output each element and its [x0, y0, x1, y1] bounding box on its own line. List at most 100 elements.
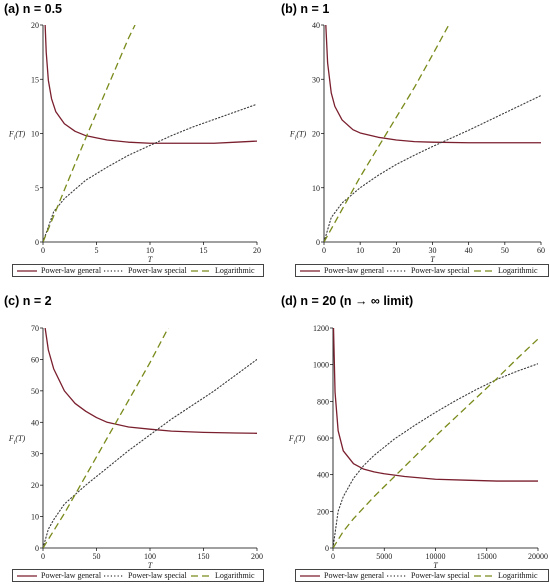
y-tick-label: 0	[316, 238, 320, 247]
legend-label: Power-law special	[411, 571, 470, 580]
x-tick-label: 10	[146, 246, 154, 255]
legend-swatch	[300, 270, 320, 272]
panel-a: (a) n = 0.5 0 5 10 15 20 0 5 10 15 20 T Fi(T) Power-…	[0, 0, 275, 292]
x-tick-label: 10000	[426, 552, 446, 561]
legend-label: Power-law general	[324, 571, 385, 580]
y-tick-label: 30	[312, 75, 320, 84]
y-tick-label: 200	[317, 507, 329, 516]
legend-swatch	[104, 270, 124, 272]
legend-label: Power-law special	[128, 266, 187, 275]
x-axis-label: T	[148, 255, 153, 264]
y-tick-label: 30	[31, 450, 39, 459]
plot-area: 0 10 20 30 40 50 60 0 10 20 30 40 T Fi(T)	[289, 21, 545, 264]
x-tick-label: 5000	[376, 552, 392, 561]
legend-swatch	[474, 575, 494, 577]
legend-label: Logarithmic	[215, 266, 255, 275]
y-tick-label: 20	[31, 21, 39, 30]
x-tick-label: 0	[41, 552, 45, 561]
x-tick-label: 200	[251, 552, 263, 561]
legend-swatch	[104, 575, 124, 577]
legend-swatch	[474, 270, 494, 272]
x-tick-label: 50	[501, 246, 509, 255]
legend-swatch	[300, 575, 320, 577]
y-tick-label: 10	[312, 184, 320, 193]
legend-swatch	[387, 575, 407, 577]
series-line-power-law-special	[324, 94, 541, 242]
panel-d: (d) n = 20 (n → ∞ limit) 0 5000 10000 15000…	[275, 292, 550, 585]
y-tick-label: 1000	[313, 361, 329, 370]
legend-label: Power-law special	[411, 266, 470, 275]
legend-swatch	[17, 270, 37, 272]
x-axis-label: T	[430, 255, 435, 264]
series-line-power-law-special	[43, 358, 257, 548]
x-tick-label: 150	[198, 552, 210, 561]
y-tick-label: 15	[31, 75, 39, 84]
legend-label: Power-law general	[324, 266, 385, 275]
x-tick-label: 10	[356, 246, 364, 255]
series-line-power-law-general	[325, 25, 541, 144]
y-tick-label: 40	[31, 418, 39, 427]
series-line-logarithmic	[43, 328, 169, 548]
legend-swatch	[387, 270, 407, 272]
series-line-power-law-general	[44, 25, 257, 144]
series-line-logarithmic	[333, 338, 538, 548]
legend: Power-law general Power-law special Logari…	[12, 569, 264, 582]
x-tick-label: 100	[144, 552, 156, 561]
y-tick-label: 10	[31, 130, 39, 139]
x-tick-label: 15	[200, 246, 208, 255]
y-tick-label: 50	[31, 387, 39, 396]
legend-swatch	[191, 575, 211, 577]
y-tick-label: 0	[35, 238, 39, 247]
legend-swatch	[191, 270, 211, 272]
series-line-logarithmic	[43, 25, 136, 242]
legend-label: Logarithmic	[498, 266, 538, 275]
panel-title: (c) n = 2	[4, 294, 52, 308]
legend-label: Logarithmic	[215, 571, 255, 580]
series-line-power-law-special	[43, 103, 257, 242]
panel-b: (b) n = 1 0 10 20 30 40 50 60 0 10 20 30 40 T Fi(T) Po…	[275, 0, 550, 292]
legend-swatch	[17, 575, 37, 577]
x-tick-label: 0	[41, 246, 45, 255]
x-tick-label: 50	[93, 552, 101, 561]
x-axis-label: T	[148, 561, 153, 570]
y-tick-label: 600	[317, 434, 329, 443]
y-tick-label: 20	[31, 481, 39, 490]
panel-title: (a) n = 0.5	[4, 2, 63, 16]
x-tick-label: 20	[392, 246, 400, 255]
plot-area: 0 5000 10000 15000 20000 0 200 400 600 800 1000 120…	[288, 324, 548, 570]
x-tick-label: 0	[331, 552, 335, 561]
y-tick-label: 0	[35, 544, 39, 553]
y-tick-label: 800	[317, 397, 329, 406]
y-axis-label: Fi(T)	[8, 434, 26, 446]
x-tick-label: 15000	[477, 552, 497, 561]
legend-label: Power-law general	[41, 266, 102, 275]
plot-area: 0 50 100 150 200 0 10 20 30 40 50 60 70 T Fi(T)	[8, 324, 263, 570]
x-tick-label: 60	[537, 246, 545, 255]
y-axis-label: Fi(T)	[288, 434, 306, 446]
series-line-power-law-general	[333, 328, 538, 482]
y-tick-label: 5	[35, 184, 39, 193]
series-line-power-law-special	[333, 363, 538, 548]
x-tick-label: 40	[465, 246, 473, 255]
y-tick-label: 20	[312, 130, 320, 139]
y-axis-label: Fi(T)	[289, 130, 307, 142]
x-tick-label: 20000	[528, 552, 548, 561]
y-axis-label: Fi(T)	[8, 130, 26, 142]
legend-label: Power-law general	[41, 571, 102, 580]
series-line-logarithmic	[324, 25, 450, 242]
y-tick-label: 400	[317, 471, 329, 480]
panel-title: (d) n = 20 (n → ∞ limit)	[281, 294, 414, 308]
y-tick-label: 60	[31, 355, 39, 364]
legend: Power-law general Power-law special Logari…	[295, 569, 549, 582]
x-tick-label: 5	[95, 246, 99, 255]
x-tick-label: 20	[253, 246, 261, 255]
y-tick-label: 10	[31, 513, 39, 522]
x-axis-label: T	[433, 561, 438, 570]
panel-title: (b) n = 1	[281, 2, 330, 16]
legend: Power-law general Power-law special Logari…	[295, 264, 549, 277]
y-tick-label: 0	[325, 544, 329, 553]
x-tick-label: 0	[322, 246, 326, 255]
legend: Power-law general Power-law special Logari…	[12, 264, 264, 277]
legend-label: Logarithmic	[498, 571, 538, 580]
y-tick-label: 1200	[313, 324, 329, 333]
